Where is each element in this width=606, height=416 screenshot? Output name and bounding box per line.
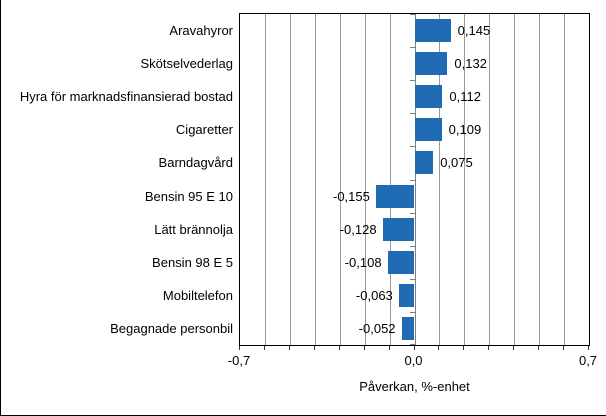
bar bbox=[414, 151, 434, 175]
x-axis-tick bbox=[413, 346, 415, 350]
category-label: Mobiltelefon bbox=[162, 287, 233, 303]
gridline bbox=[464, 14, 466, 345]
value-label: 0,075 bbox=[440, 155, 473, 171]
bar bbox=[382, 217, 415, 241]
value-label: 0,145 bbox=[457, 23, 491, 39]
category-boundary-tick bbox=[409, 179, 415, 181]
gridline bbox=[389, 14, 391, 345]
value-label: -0,052 bbox=[358, 320, 396, 336]
category-boundary-tick bbox=[409, 278, 415, 280]
category-boundary-tick bbox=[409, 47, 415, 49]
gridline bbox=[439, 14, 441, 345]
category-boundary-tick bbox=[409, 245, 415, 247]
x-axis-tick bbox=[538, 346, 540, 350]
x-axis-tick bbox=[363, 346, 365, 350]
bar bbox=[398, 283, 415, 307]
x-axis-title: Påverkan, %-enhet bbox=[359, 379, 470, 394]
value-label: -0,155 bbox=[333, 188, 370, 204]
category-boundary-tick bbox=[409, 14, 415, 15]
gridline bbox=[539, 14, 541, 345]
x-axis-tick bbox=[588, 346, 589, 350]
x-axis-tick bbox=[263, 346, 265, 350]
bar bbox=[414, 118, 442, 142]
value-label: 0,132 bbox=[454, 56, 487, 72]
category-label: Cigaretter bbox=[175, 122, 233, 138]
category-boundary-tick bbox=[409, 113, 415, 115]
category-label: Hyra för marknadsfinansierad bostad bbox=[19, 89, 233, 105]
bar bbox=[414, 52, 448, 76]
x-axis-tick bbox=[563, 346, 565, 350]
x-axis-tick bbox=[463, 346, 465, 350]
gridline bbox=[339, 14, 341, 345]
category-label: Lätt brännolja bbox=[154, 221, 233, 237]
x-axis-tick bbox=[513, 346, 515, 350]
gridline bbox=[264, 14, 266, 345]
category-boundary-tick bbox=[409, 146, 415, 148]
value-label: 0,109 bbox=[448, 122, 482, 138]
x-axis-tick bbox=[388, 346, 390, 350]
x-axis-tick bbox=[488, 346, 490, 350]
category-boundary-tick bbox=[409, 212, 415, 214]
category-boundary-tick bbox=[409, 311, 415, 313]
value-label: 0,112 bbox=[449, 89, 481, 105]
category-label: Bensin 95 E 10 bbox=[144, 188, 233, 204]
category-label: Barndagvård bbox=[158, 155, 233, 171]
x-tick-label: 0,7 bbox=[578, 353, 598, 368]
x-tick-label: -0,7 bbox=[227, 353, 251, 368]
x-axis-tick bbox=[313, 346, 315, 350]
bar bbox=[414, 85, 443, 109]
category-label: Begagnade personbil bbox=[110, 320, 233, 336]
x-axis-tick bbox=[338, 346, 340, 350]
gridline bbox=[564, 14, 566, 345]
value-label: -0,128 bbox=[339, 221, 377, 237]
bar bbox=[401, 316, 415, 340]
gridline bbox=[489, 14, 491, 345]
gridline bbox=[364, 14, 366, 345]
bar bbox=[375, 184, 415, 208]
x-tick-label: 0,0 bbox=[404, 353, 423, 368]
category-label: Skötselvederlag bbox=[140, 56, 234, 72]
x-axis-tick bbox=[288, 346, 290, 350]
category-label: Bensin 98 E 5 bbox=[152, 254, 233, 270]
zero-axis-line bbox=[414, 14, 416, 345]
value-label: -0,063 bbox=[355, 287, 393, 303]
category-label: Aravahyror bbox=[169, 23, 233, 38]
value-label: -0,108 bbox=[344, 254, 382, 270]
gridline bbox=[514, 14, 516, 345]
bar bbox=[414, 19, 451, 43]
bar bbox=[387, 250, 415, 274]
gridline bbox=[314, 14, 316, 345]
category-axis-labels: Aravahyror Skötselvederlag Hyra för markna… bbox=[1, 14, 233, 345]
x-axis-tick bbox=[438, 346, 440, 350]
category-boundary-tick bbox=[409, 344, 415, 345]
x-axis-tick bbox=[239, 346, 240, 350]
gridline bbox=[289, 14, 291, 345]
plot-area: 0,145 0,132 0,112 0,109 0,075 -0,155 -0,128 -0,… bbox=[239, 13, 590, 346]
category-boundary-tick bbox=[409, 80, 415, 82]
